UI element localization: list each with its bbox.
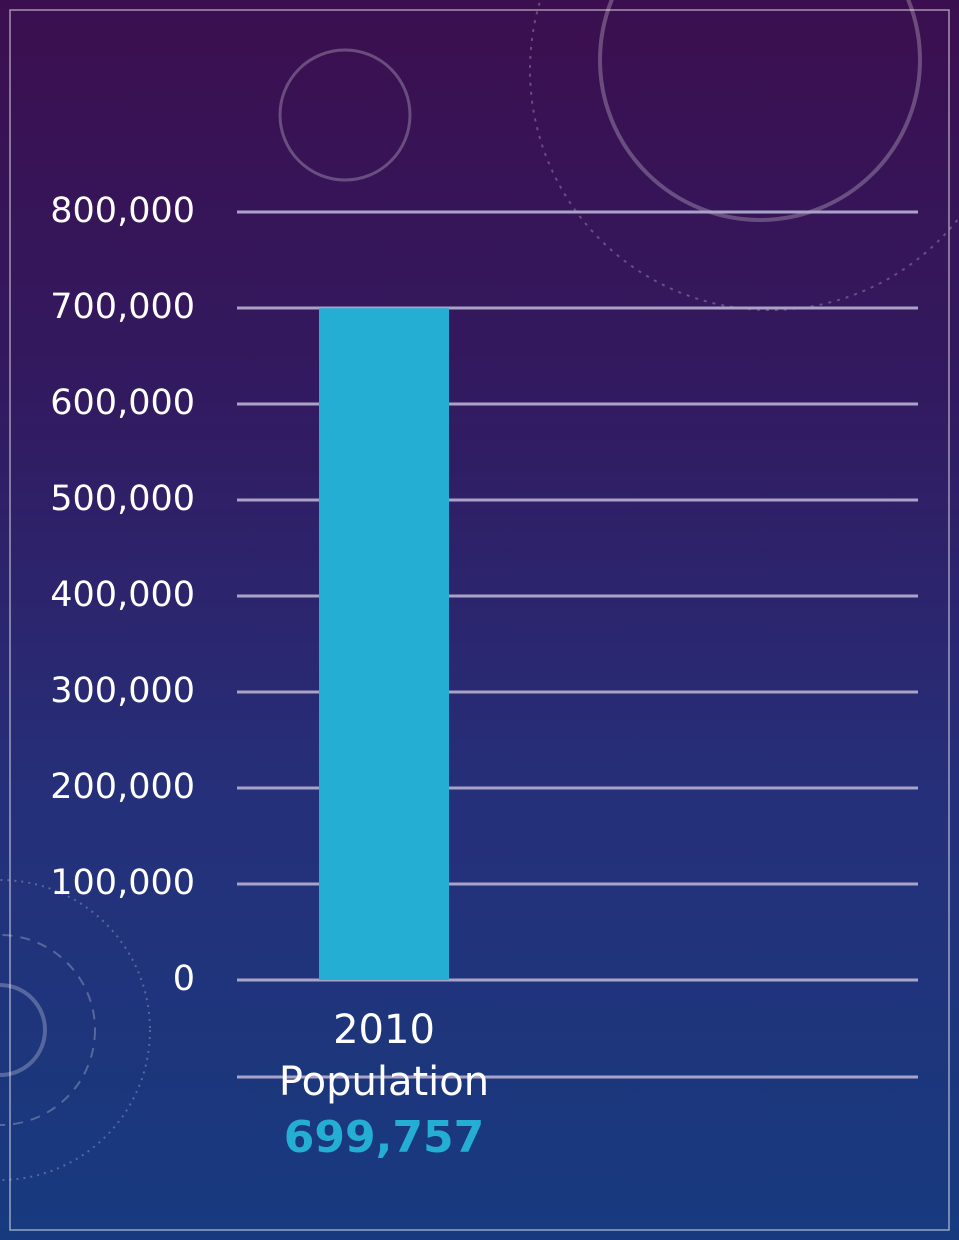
y-tick-label: 700,000 bbox=[50, 287, 195, 327]
y-tick-label: 200,000 bbox=[50, 767, 195, 807]
y-tick-label: 0 bbox=[173, 959, 195, 999]
marks bbox=[319, 308, 449, 980]
value-label: 699,757 bbox=[283, 1112, 485, 1163]
y-tick-label: 800,000 bbox=[50, 191, 195, 231]
y-tick-label: 500,000 bbox=[50, 479, 195, 519]
y-axis: 0 100,000 200,000 300,000 400,000 500,000 600,… bbox=[50, 191, 195, 999]
y-tick-label: 300,000 bbox=[50, 671, 195, 711]
x-tick-label: 2010 Population bbox=[278, 1007, 490, 1105]
y-tick-label: 100,000 bbox=[50, 863, 195, 903]
y-tick-label: 400,000 bbox=[50, 575, 195, 615]
bar bbox=[319, 308, 449, 980]
y-tick-label: 600,000 bbox=[50, 383, 195, 423]
